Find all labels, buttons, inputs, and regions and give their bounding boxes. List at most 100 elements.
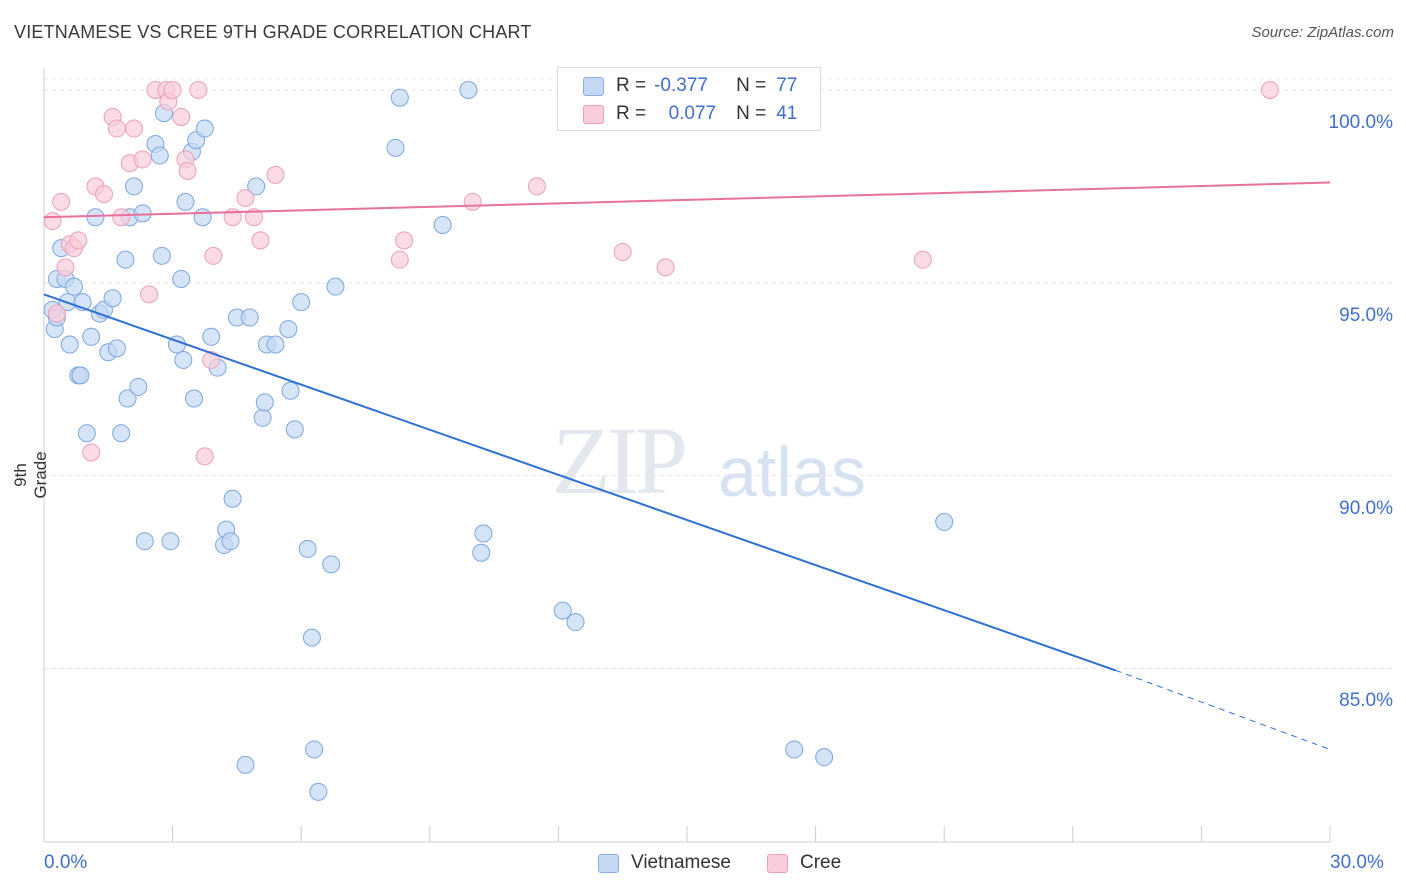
data-point-vietnamese: [386, 138, 405, 157]
x-tick-label-min: 0.0%: [44, 852, 88, 873]
data-point-cree: [913, 250, 932, 269]
watermark-atlas: atlas: [718, 433, 866, 511]
data-point-cree: [47, 304, 66, 323]
bottom-legend-label-cree: Cree: [800, 852, 842, 873]
y-axis-label: 9th Grade: [11, 451, 50, 499]
legend-r-value-cree: 0.077: [668, 103, 717, 124]
data-point-vietnamese: [60, 335, 79, 354]
y-tick-label: 90.0%: [1339, 497, 1393, 519]
data-point-vietnamese: [459, 80, 478, 99]
trend-line-cree: [43, 181, 1331, 219]
y-tick-label: 95.0%: [1339, 304, 1393, 326]
data-point-cree: [204, 246, 223, 265]
bottom-legend-label-vietnamese: Vietnamese: [631, 852, 731, 873]
data-point-vietnamese: [292, 293, 311, 312]
data-point-vietnamese: [161, 532, 180, 551]
data-point-cree: [189, 80, 208, 99]
legend-n-value-cree: 41: [776, 103, 798, 124]
data-point-cree: [395, 231, 414, 250]
data-point-cree: [107, 119, 126, 138]
data-point-cree: [69, 231, 88, 250]
data-point-vietnamese: [326, 277, 345, 296]
data-point-vietnamese: [125, 177, 144, 196]
data-point-cree: [463, 192, 482, 211]
data-point-vietnamese: [566, 613, 585, 632]
data-point-vietnamese: [815, 748, 834, 767]
data-point-vietnamese: [86, 208, 105, 227]
data-point-vietnamese: [433, 215, 452, 234]
data-point-vietnamese: [129, 377, 148, 396]
data-point-cree: [56, 258, 75, 277]
data-point-cree: [613, 242, 632, 261]
data-point-cree: [172, 107, 191, 126]
data-point-vietnamese: [322, 555, 341, 574]
data-point-cree: [390, 250, 409, 269]
data-point-cree: [140, 285, 159, 304]
data-point-vietnamese: [281, 381, 300, 400]
data-point-vietnamese: [298, 539, 317, 558]
data-point-cree: [1260, 80, 1279, 99]
data-point-vietnamese: [390, 88, 409, 107]
data-point-vietnamese: [112, 424, 131, 443]
data-point-vietnamese: [82, 327, 101, 346]
data-point-cree: [527, 177, 546, 196]
data-point-vietnamese: [116, 250, 135, 269]
data-point-vietnamese: [133, 204, 152, 223]
data-point-vietnamese: [236, 755, 255, 774]
source-label: Source: ZipAtlas.com: [1251, 24, 1394, 41]
data-point-vietnamese: [118, 389, 137, 408]
data-point-vietnamese: [474, 524, 493, 543]
data-point-cree: [95, 185, 114, 204]
data-point-cree: [202, 350, 221, 369]
data-point-vietnamese: [472, 543, 491, 562]
legend-n-label: N =: [736, 75, 767, 96]
bottom-swatch-vietnamese: [598, 853, 619, 873]
data-point-vietnamese: [174, 350, 193, 369]
data-point-vietnamese: [785, 740, 804, 759]
legend-n-label: N =: [736, 103, 767, 124]
data-point-vietnamese: [152, 246, 171, 265]
bottom-swatch-cree: [767, 853, 788, 873]
data-point-vietnamese: [71, 366, 90, 385]
bottom-legend-cree: Cree: [767, 852, 841, 874]
data-point-vietnamese: [195, 119, 214, 138]
legend-swatch-vietnamese: [583, 76, 604, 96]
data-point-cree: [236, 188, 255, 207]
data-point-cree: [163, 80, 182, 99]
data-point-vietnamese: [185, 389, 204, 408]
data-point-cree: [266, 165, 285, 184]
legend-r-label: R =: [616, 103, 647, 124]
data-point-cree: [125, 119, 144, 138]
legend-swatch-cree: [583, 104, 604, 124]
data-point-vietnamese: [176, 192, 195, 211]
data-point-cree: [52, 192, 71, 211]
x-tick-label-max: 30.0%: [1330, 852, 1384, 873]
data-point-cree: [82, 443, 101, 462]
correlation-legend: R = -0.377 N = 77 R = 0.077 N = 41: [557, 67, 821, 131]
y-tick-label: 100.0%: [1328, 111, 1393, 133]
data-point-vietnamese: [309, 782, 328, 801]
trend-line-vietnamese: [43, 293, 1116, 672]
bottom-legend-vietnamese: Vietnamese: [598, 852, 731, 874]
data-point-vietnamese: [150, 146, 169, 165]
data-point-cree: [133, 150, 152, 169]
data-point-cree: [245, 208, 264, 227]
data-point-vietnamese: [135, 532, 154, 551]
data-point-vietnamese: [77, 424, 96, 443]
chart-title: VIETNAMESE VS CREE 9TH GRADE CORRELATION…: [14, 22, 532, 42]
legend-r-label: R =: [616, 75, 647, 96]
data-point-cree: [43, 212, 62, 231]
data-point-cree: [656, 258, 675, 277]
data-point-vietnamese: [223, 489, 242, 508]
data-point-vietnamese: [285, 420, 304, 439]
data-point-vietnamese: [103, 289, 122, 308]
data-point-vietnamese: [172, 269, 191, 288]
data-point-vietnamese: [65, 277, 84, 296]
data-point-cree: [178, 161, 197, 180]
data-point-vietnamese: [202, 327, 221, 346]
data-point-cree: [112, 208, 131, 227]
data-point-vietnamese: [305, 740, 324, 759]
data-point-cree: [195, 447, 214, 466]
data-point-vietnamese: [240, 308, 259, 327]
